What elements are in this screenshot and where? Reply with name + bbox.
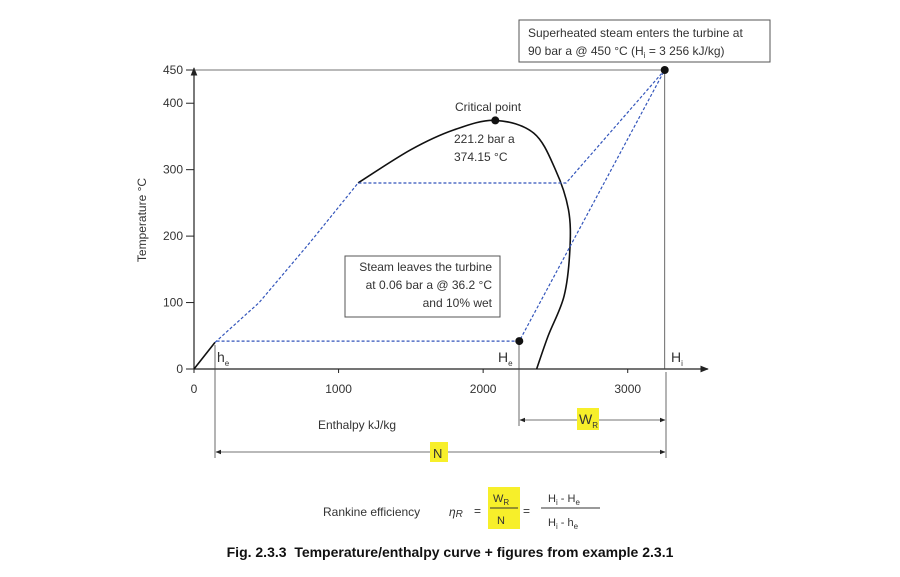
inlet-box — [518, 19, 771, 63]
inlet-note: Superheated steam enters the turbine at — [528, 26, 743, 40]
He-label: He — [498, 349, 513, 368]
y-tick-label: 450 — [163, 63, 183, 77]
critical-note: 374.15 °C — [454, 150, 508, 164]
plot-area: 0 100 200 300 400 450 0 1000 2000 3000 — [163, 63, 669, 396]
y-tick-label: 300 — [163, 163, 183, 177]
y-tick-label: 400 — [163, 96, 183, 110]
x-tick-label: 0 — [191, 382, 198, 396]
fraction-den: Hi - he — [548, 517, 579, 531]
x-tick-label: 1000 — [325, 382, 352, 396]
inlet-note: 90 bar a @ 450 °C (Hi = 3 256 kJ/kg) — [528, 44, 725, 60]
highlight — [577, 408, 599, 430]
x-tick-label: 2000 — [470, 382, 497, 396]
highlight — [430, 442, 448, 462]
formula-symbol: ηR — [449, 505, 463, 520]
y-tick-label: 100 — [163, 296, 183, 310]
caption: Fig. 2.3.3 Temperature/enthalpy curve + … — [227, 544, 674, 560]
y-axis-label: Temperature °C — [135, 178, 149, 262]
he-label: he — [217, 349, 230, 368]
net-label: N — [433, 446, 442, 461]
equals: = — [523, 504, 530, 518]
x-tick-label: 3000 — [614, 382, 641, 396]
fraction-num: WR — [493, 493, 509, 507]
equals: = — [474, 504, 481, 518]
state-point — [491, 116, 500, 125]
outlet-note: Steam leaves the turbine — [359, 260, 492, 274]
Hi-label: Hi — [671, 349, 683, 368]
work-label: WR — [579, 411, 598, 430]
x-axis-label: Enthalpy kJ/kg — [318, 418, 396, 432]
saturation-curve — [193, 341, 216, 370]
y-tick-label: 0 — [176, 362, 183, 376]
saturation-curve — [357, 119, 572, 370]
critical-title: Critical point — [455, 100, 522, 114]
state-point — [515, 337, 524, 346]
outlet-note: at 0.06 bar a @ 36.2 °C — [366, 278, 493, 292]
critical-note: 221.2 bar a — [454, 132, 515, 146]
fraction-num: Hi - He — [548, 493, 580, 507]
outlet-note: and 10% wet — [423, 296, 493, 310]
state-point — [660, 66, 669, 74]
fraction-den: N — [497, 515, 505, 527]
y-tick-label: 200 — [163, 229, 183, 243]
formula-label: Rankine efficiency — [323, 505, 420, 519]
outlet-box — [344, 255, 501, 318]
cycle-line — [214, 69, 666, 343]
